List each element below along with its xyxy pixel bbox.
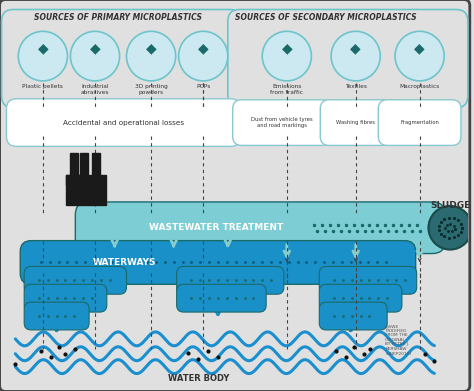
FancyBboxPatch shape [20,240,416,284]
Text: Macroplastics: Macroplastics [400,84,440,89]
FancyBboxPatch shape [75,202,445,253]
Text: WASTEWATER TREATMENT: WASTEWATER TREATMENT [149,223,283,232]
Text: Industrial
abrasives: Industrial abrasives [81,84,109,95]
Text: ◆: ◆ [350,41,361,55]
Text: WATERWAYS: WATERWAYS [93,258,156,267]
Text: WATER BODY: WATER BODY [168,374,229,383]
Circle shape [331,31,380,81]
FancyBboxPatch shape [378,100,461,145]
Text: Accidental and operational losses: Accidental and operational losses [63,120,184,126]
Text: @SWE
MODIFIED
FROM THE
ORIGINAL
BY PETER J.
KERSHAW
(UNEP2016): @SWE MODIFIED FROM THE ORIGINAL BY PETER… [385,324,411,355]
FancyBboxPatch shape [320,100,391,145]
FancyBboxPatch shape [1,9,242,108]
Text: ◆: ◆ [37,41,48,55]
Text: ◆: ◆ [414,41,425,55]
Text: Textiles: Textiles [345,84,367,89]
Text: ◆: ◆ [198,41,209,55]
Circle shape [18,31,67,81]
Text: ◆: ◆ [146,41,156,55]
Circle shape [179,31,228,81]
FancyBboxPatch shape [319,266,417,294]
Circle shape [428,206,472,249]
Text: ◆: ◆ [282,41,292,55]
FancyBboxPatch shape [177,266,284,294]
Polygon shape [71,153,78,175]
Text: SLUDGE: SLUDGE [430,201,470,210]
Circle shape [127,31,176,81]
FancyBboxPatch shape [177,284,266,312]
Text: SOURCES OF PRIMARY MICROPLASTICS: SOURCES OF PRIMARY MICROPLASTICS [34,13,201,22]
Polygon shape [66,175,80,185]
Polygon shape [80,153,88,175]
FancyBboxPatch shape [319,302,387,330]
Text: Fragmentation: Fragmentation [400,120,439,125]
Circle shape [395,31,444,81]
Circle shape [71,31,119,81]
FancyBboxPatch shape [319,284,402,312]
FancyBboxPatch shape [24,266,127,294]
FancyBboxPatch shape [24,284,107,312]
Polygon shape [92,153,100,175]
FancyBboxPatch shape [233,100,331,145]
Text: SOURCES OF SECONDARY MICROPLASTICS: SOURCES OF SECONDARY MICROPLASTICS [236,13,417,22]
Text: 3D printing
powders: 3D printing powders [135,84,167,95]
Text: Plastic pellets: Plastic pellets [22,84,64,89]
Text: Emissions
from traffic: Emissions from traffic [270,84,303,95]
Text: PCPs: PCPs [196,84,210,89]
Text: Dust from vehicle tyres
and road markings: Dust from vehicle tyres and road marking… [251,117,313,128]
Text: ◆: ◆ [90,41,100,55]
Polygon shape [66,175,106,205]
FancyBboxPatch shape [228,9,468,108]
Text: Washing fibres: Washing fibres [336,120,375,125]
FancyBboxPatch shape [24,302,89,330]
Circle shape [262,31,311,81]
FancyBboxPatch shape [7,99,241,146]
